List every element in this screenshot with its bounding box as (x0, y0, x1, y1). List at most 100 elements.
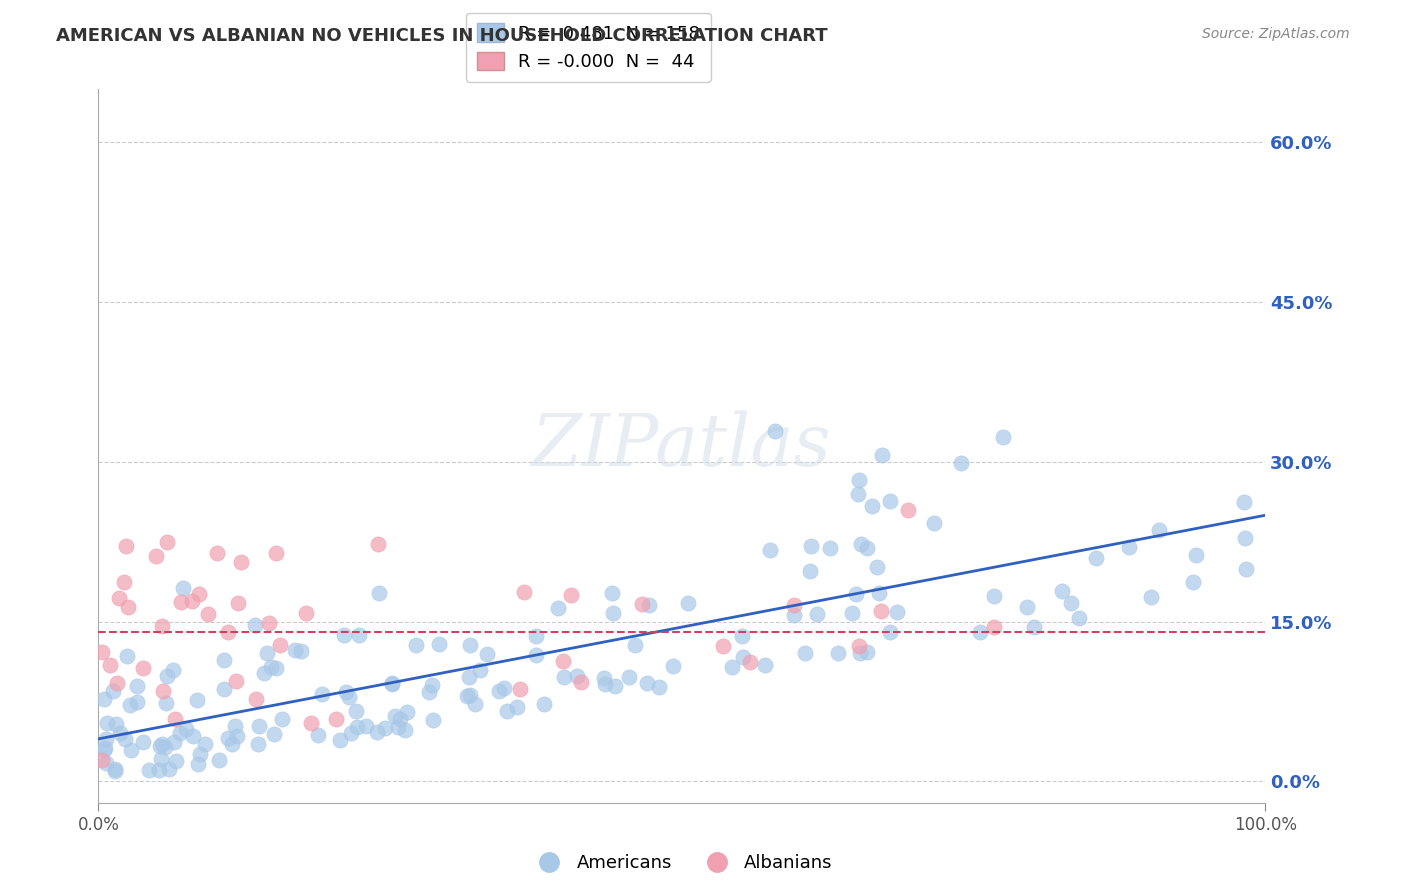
Point (260, 659, 283, 673)
Point (405, 639, 427, 653)
Point (114, 731, 136, 746)
Point (145, 549, 167, 563)
Point (1067, 611, 1090, 625)
Point (108, 725, 131, 739)
Point (848, 646, 870, 660)
Point (676, 596, 699, 610)
Point (524, 629, 547, 643)
Point (603, 679, 626, 693)
Point (569, 675, 592, 690)
Point (149, 739, 172, 753)
Point (120, 743, 142, 757)
Point (169, 726, 191, 740)
Point (174, 723, 197, 737)
Point (115, 539, 138, 553)
Point (337, 690, 360, 704)
Point (624, 638, 647, 652)
Point (1015, 600, 1038, 615)
Point (284, 643, 307, 657)
Point (105, 675, 128, 690)
Point (307, 728, 329, 742)
Point (1118, 540, 1140, 554)
Point (565, 669, 588, 683)
Point (163, 735, 186, 749)
Point (94, 756, 117, 771)
Point (96, 716, 118, 731)
Point (246, 738, 269, 752)
Point (205, 546, 228, 560)
Point (90, 645, 112, 659)
Point (458, 670, 481, 684)
Point (592, 671, 614, 685)
Point (208, 753, 231, 767)
Point (225, 673, 247, 688)
Point (104, 764, 127, 778)
Point (827, 646, 849, 660)
Point (329, 732, 352, 747)
Point (104, 762, 127, 776)
Point (104, 716, 127, 731)
Point (799, 564, 821, 578)
Point (247, 719, 270, 733)
Point (638, 598, 661, 612)
Point (107, 591, 129, 605)
Point (263, 727, 285, 741)
Point (593, 677, 616, 691)
Point (492, 681, 515, 695)
Point (150, 737, 173, 751)
Point (602, 606, 624, 620)
Point (90, 753, 112, 767)
Point (897, 502, 920, 516)
Point (841, 606, 863, 620)
Point (150, 618, 173, 632)
Point (783, 607, 806, 622)
Point (347, 628, 370, 642)
Point (226, 597, 249, 611)
Point (221, 737, 243, 751)
Point (94, 740, 117, 755)
Point (533, 697, 555, 711)
Point (860, 499, 883, 513)
Point (800, 539, 823, 553)
Point (631, 597, 654, 611)
Point (356, 719, 378, 733)
Point (509, 681, 531, 696)
Point (394, 723, 416, 737)
Point (155, 697, 177, 711)
Point (214, 681, 236, 696)
Point (794, 646, 817, 660)
Point (264, 661, 287, 675)
Point (456, 689, 478, 703)
Point (856, 541, 879, 556)
Point (165, 712, 187, 726)
Point (115, 649, 138, 664)
Point (547, 601, 569, 615)
Point (720, 660, 742, 674)
Point (101, 683, 124, 698)
Point (1184, 548, 1206, 562)
Point (388, 712, 411, 726)
Point (217, 731, 239, 746)
Point (152, 683, 174, 698)
Point (170, 594, 193, 608)
Point (1233, 531, 1256, 545)
Point (271, 712, 294, 726)
Point (969, 625, 991, 640)
Point (1050, 583, 1073, 598)
Point (367, 537, 389, 551)
Point (870, 449, 893, 463)
Point (226, 729, 249, 743)
Point (374, 721, 396, 735)
Point (1060, 596, 1083, 610)
Point (870, 604, 893, 618)
Text: Source: ZipAtlas.com: Source: ZipAtlas.com (1202, 27, 1350, 41)
Point (224, 719, 246, 733)
Point (384, 709, 406, 723)
Point (866, 560, 889, 574)
Point (165, 755, 187, 769)
Point (118, 698, 141, 713)
Point (1233, 494, 1256, 508)
Point (513, 585, 536, 599)
Point (754, 657, 776, 672)
Point (186, 692, 208, 706)
